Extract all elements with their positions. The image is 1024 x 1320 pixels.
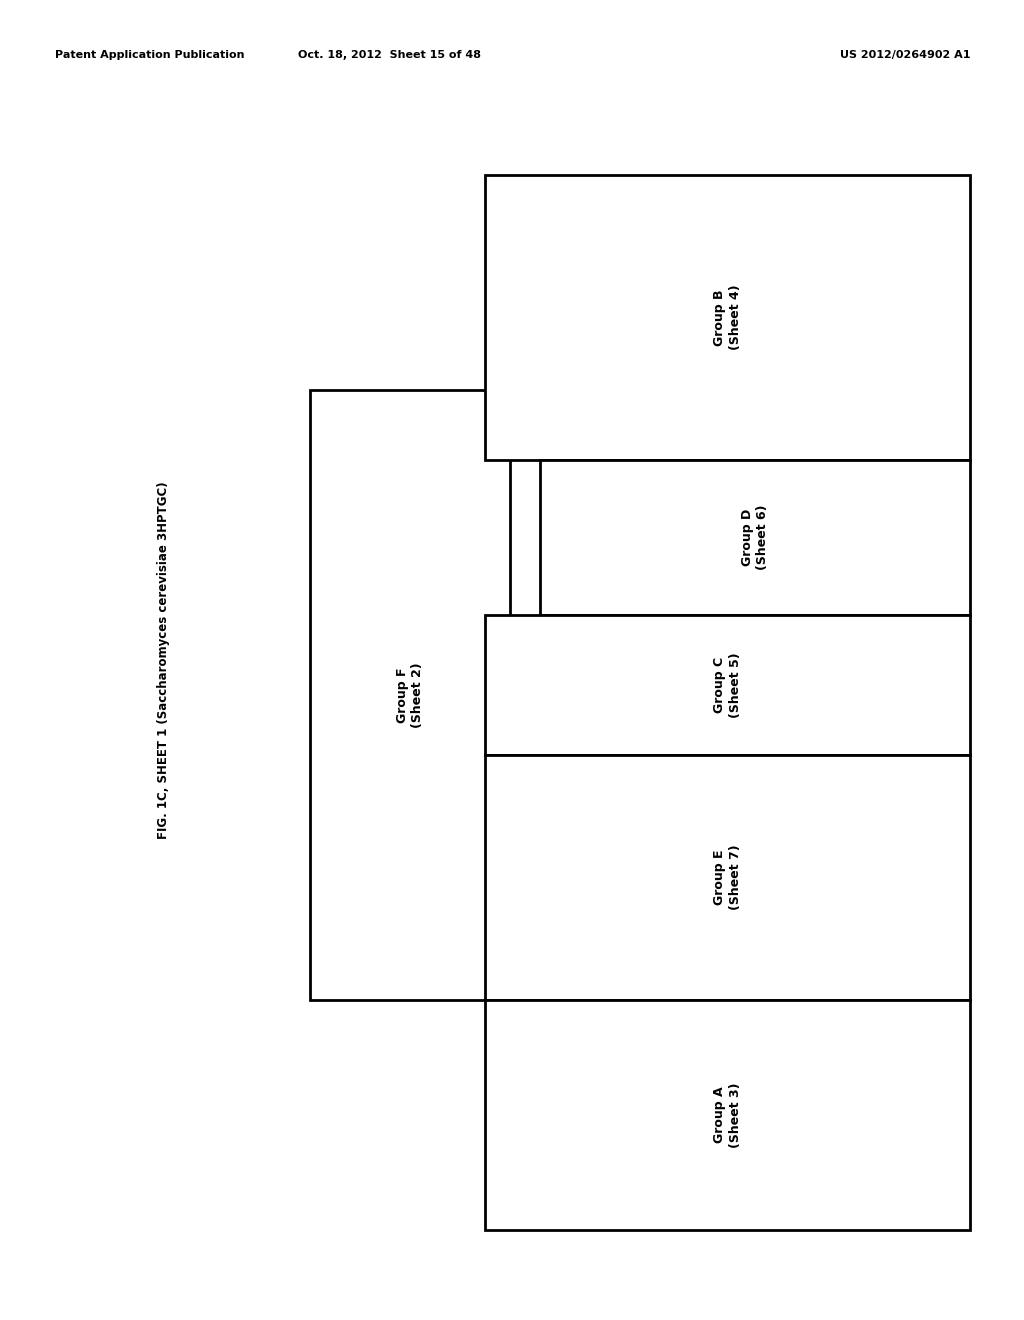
Bar	[485, 1001, 970, 1230]
Text: Oct. 18, 2012  Sheet 15 of 48: Oct. 18, 2012 Sheet 15 of 48	[299, 50, 481, 59]
Text: Group B
(Sheet 4): Group B (Sheet 4)	[714, 285, 741, 350]
Text: Group E
(Sheet 7): Group E (Sheet 7)	[714, 845, 741, 911]
Text: Group C
(Sheet 5): Group C (Sheet 5)	[714, 652, 741, 718]
Bar	[485, 615, 970, 755]
Text: Group A
(Sheet 3): Group A (Sheet 3)	[714, 1082, 741, 1148]
Text: US 2012/0264902 A1: US 2012/0264902 A1	[840, 50, 970, 59]
Text: Group F
(Sheet 2): Group F (Sheet 2)	[396, 663, 424, 727]
Bar	[485, 755, 970, 1001]
Bar	[540, 459, 970, 615]
Text: FIG. 1C, SHEET 1 (Saccharomyces cerevisiae 3HPTGC): FIG. 1C, SHEET 1 (Saccharomyces cerevisi…	[157, 482, 170, 838]
Text: Patent Application Publication: Patent Application Publication	[55, 50, 245, 59]
Bar	[485, 176, 970, 459]
Bar	[310, 389, 510, 1001]
Text: Group D
(Sheet 6): Group D (Sheet 6)	[741, 504, 769, 570]
